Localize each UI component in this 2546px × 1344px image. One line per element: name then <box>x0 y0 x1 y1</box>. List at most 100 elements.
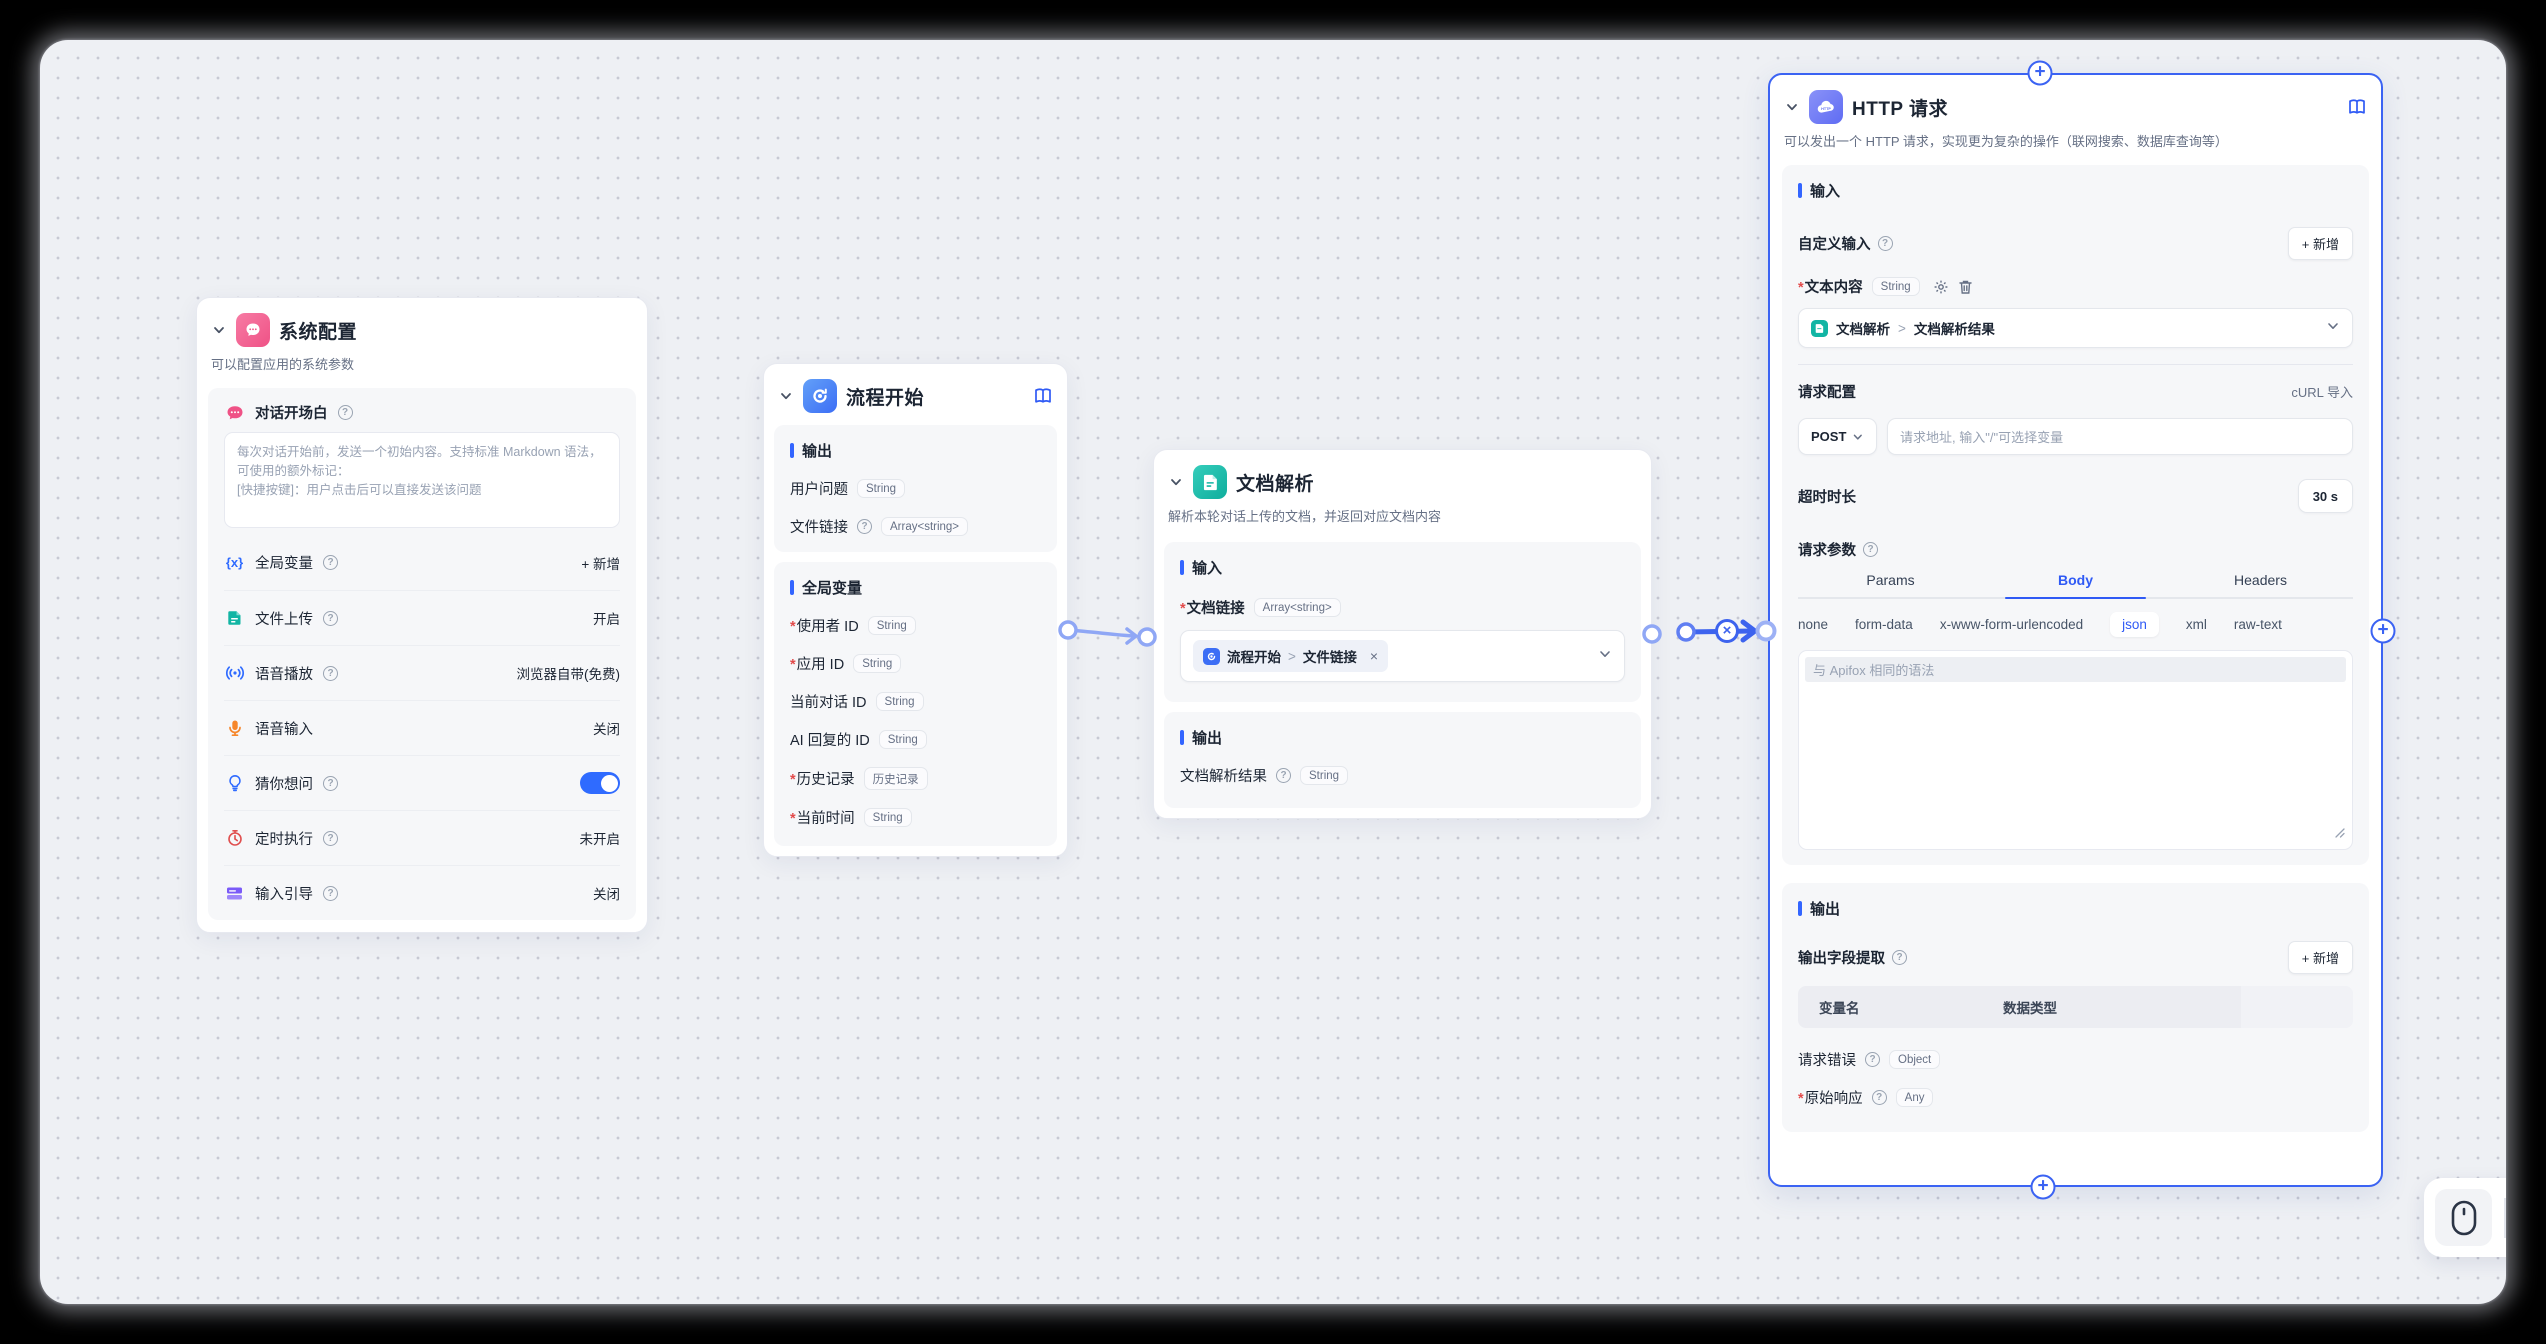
row-label: 输入引导 <box>255 886 313 903</box>
add-node-handle-bottom[interactable] <box>2030 1174 2056 1200</box>
chevron-down-icon[interactable] <box>778 388 794 404</box>
column-data-type: 数据类型 <box>2003 1001 2057 1016</box>
mouse-mode-button[interactable] <box>2435 1189 2492 1246</box>
type-badge: Array<string> <box>881 517 969 536</box>
node-flow-start[interactable]: 流程开始 输出 用户问题 String 文件链接 Array<string> 全… <box>763 363 1068 857</box>
help-icon <box>1892 950 1907 965</box>
params-tabs: Params Body Headers <box>1798 572 2353 599</box>
method-select[interactable]: POST <box>1798 418 1877 455</box>
input-guide-value[interactable]: 关闭 <box>593 887 620 902</box>
timeout-input[interactable]: 30 s <box>2297 479 2353 513</box>
add-node-handle-top[interactable] <box>2027 60 2053 86</box>
column-actions <box>2241 986 2353 1028</box>
chevron-down-icon[interactable] <box>1784 99 1800 115</box>
file-upload-value[interactable]: 开启 <box>593 612 620 627</box>
type-badge: 历史记录 <box>863 767 928 790</box>
flow-canvas[interactable]: 系统配置 可以配置应用的系统参数 对话开场白 每次对话开始前，发送一个初始内容。… <box>40 40 2506 1304</box>
tag-field: 文件链接 <box>1302 650 1357 665</box>
body-type-xml[interactable]: xml <box>2185 617 2207 632</box>
add-custom-input-button[interactable]: + 新增 <box>2287 227 2353 260</box>
body-type-none[interactable]: none <box>1798 617 1829 632</box>
output-row: 用户问题 String <box>790 478 1041 499</box>
variable-tag[interactable]: 流程开始 > 文件链接 <box>1193 640 1389 672</box>
node-system-config[interactable]: 系统配置 可以配置应用的系统参数 对话开场白 每次对话开始前，发送一个初始内容。… <box>196 297 648 933</box>
node-doc-parse[interactable]: 文档解析 解析本轮对话上传的文档，并返回对应文档内容 输入 文档链接 Array… <box>1153 449 1652 819</box>
node-subtitle: 解析本轮对话上传的文档，并返回对应文档内容 <box>1168 509 1442 524</box>
type-badge: Any <box>1895 1088 1934 1107</box>
remove-tag-icon[interactable] <box>1370 648 1378 664</box>
node-title: 流程开始 <box>846 387 925 409</box>
url-input[interactable]: 请求地址, 输入"/"可选择变量 <box>1887 418 2353 455</box>
body-type-urlencoded[interactable]: x-www-form-urlencoded <box>1939 617 2084 632</box>
pointer-mode-toolbar <box>2424 1178 2506 1257</box>
chevron-down-icon[interactable] <box>1168 474 1184 490</box>
config-row-voice-input: 语音输入 关闭 <box>224 700 620 755</box>
config-row-tts: 语音播放 浏览器自带(免费) <box>224 645 620 700</box>
flow-start-icon <box>803 379 837 413</box>
node-title: 文档解析 <box>1236 473 1315 495</box>
config-row-input-guide: 输入引导 关闭 <box>224 865 620 920</box>
chevron-down-icon[interactable] <box>211 322 227 338</box>
help-icon <box>857 519 872 534</box>
help-icon <box>1276 768 1291 783</box>
schedule-value[interactable]: 未开启 <box>579 832 621 847</box>
input-guide-icon <box>224 883 245 904</box>
doc-parse-icon <box>1811 319 1828 337</box>
section-title: 输出 <box>1798 898 2353 919</box>
tab-params[interactable]: Params <box>1866 572 1915 588</box>
docs-book-icon[interactable] <box>2347 97 2367 117</box>
global-var-row: 历史记录 历史记录 <box>790 767 1041 790</box>
system-config-icon <box>236 313 270 347</box>
tag-source: 流程开始 <box>1227 650 1281 665</box>
http-request-icon: HTTP <box>1809 90 1843 124</box>
add-node-handle-right[interactable] <box>2370 618 2396 644</box>
output-label: 文件链接 <box>790 520 848 536</box>
gear-icon[interactable] <box>1933 279 1949 295</box>
output-label: 请求错误 <box>1798 1053 1856 1069</box>
field-label: 文档链接 <box>1180 597 1245 618</box>
type-badge: String <box>875 692 924 711</box>
add-global-var-button[interactable]: + 新增 <box>581 556 620 572</box>
trash-icon[interactable] <box>1958 279 1973 295</box>
output-row: 文件链接 Array<string> <box>790 516 1041 537</box>
tab-body[interactable]: Body <box>1983 572 2168 599</box>
field-label: 文本内容 <box>1798 276 1863 297</box>
help-icon <box>1865 1052 1880 1067</box>
method-value: POST <box>1811 429 1847 444</box>
body-placeholder: 与 Apifox 相同的语法 <box>1813 663 1935 678</box>
delete-edge-button[interactable] <box>1715 619 1739 643</box>
help-icon <box>1877 236 1893 251</box>
chat-bubble-icon <box>224 402 245 423</box>
extract-table-header: 变量名 数据类型 <box>1798 986 2353 1028</box>
timeout-label: 超时时长 <box>1798 489 1856 506</box>
voice-input-value[interactable]: 关闭 <box>593 722 620 737</box>
resize-handle-icon[interactable] <box>2334 825 2345 843</box>
tab-headers[interactable]: Headers <box>2234 572 2287 588</box>
opening-textarea[interactable]: 每次对话开始前，发送一个初始内容。支持标准 Markdown 语法，可使用的额外… <box>224 432 620 528</box>
body-editor[interactable]: 与 Apifox 相同的语法 <box>1798 650 2353 850</box>
row-label: 语音播放 <box>255 666 313 683</box>
node-subtitle: 可以配置应用的系统参数 <box>211 357 355 372</box>
global-var-row: 应用 ID String <box>790 653 1041 674</box>
doc-link-select[interactable]: 流程开始 > 文件链接 <box>1180 630 1625 682</box>
guess-ask-toggle[interactable] <box>580 772 620 794</box>
tts-value[interactable]: 浏览器自带(免费) <box>516 667 621 682</box>
body-type-raw-text[interactable]: raw-text <box>2233 617 2282 632</box>
node-http-request[interactable]: HTTP HTTP 请求 可以发出一个 HTTP 请求，实现更为复杂的操作（联网… <box>1768 73 2383 1187</box>
text-content-select[interactable]: 文档解析 > 文档解析结果 <box>1798 308 2353 348</box>
docs-book-icon[interactable] <box>1033 386 1053 406</box>
config-row-global-var: {x} 全局变量 + 新增 <box>224 535 620 590</box>
output-label: 文档解析结果 <box>1180 769 1267 785</box>
text-field-row: 文本内容 String <box>1798 276 2353 297</box>
var-label: AI 回复的 ID <box>790 733 870 749</box>
body-type-json[interactable]: json <box>2110 612 2159 637</box>
output-label: 原始响应 <box>1798 1087 1863 1108</box>
edge-start-handle[interactable] <box>1676 622 1696 642</box>
type-badge: String <box>1300 766 1349 785</box>
breadcrumb-separator: > <box>1288 648 1296 664</box>
add-extract-field-button[interactable]: + 新增 <box>2287 941 2353 974</box>
opening-label: 对话开场白 <box>255 406 328 422</box>
body-type-form-data[interactable]: form-data <box>1855 617 1913 632</box>
curl-import-button[interactable]: cURL 导入 <box>2291 385 2353 400</box>
